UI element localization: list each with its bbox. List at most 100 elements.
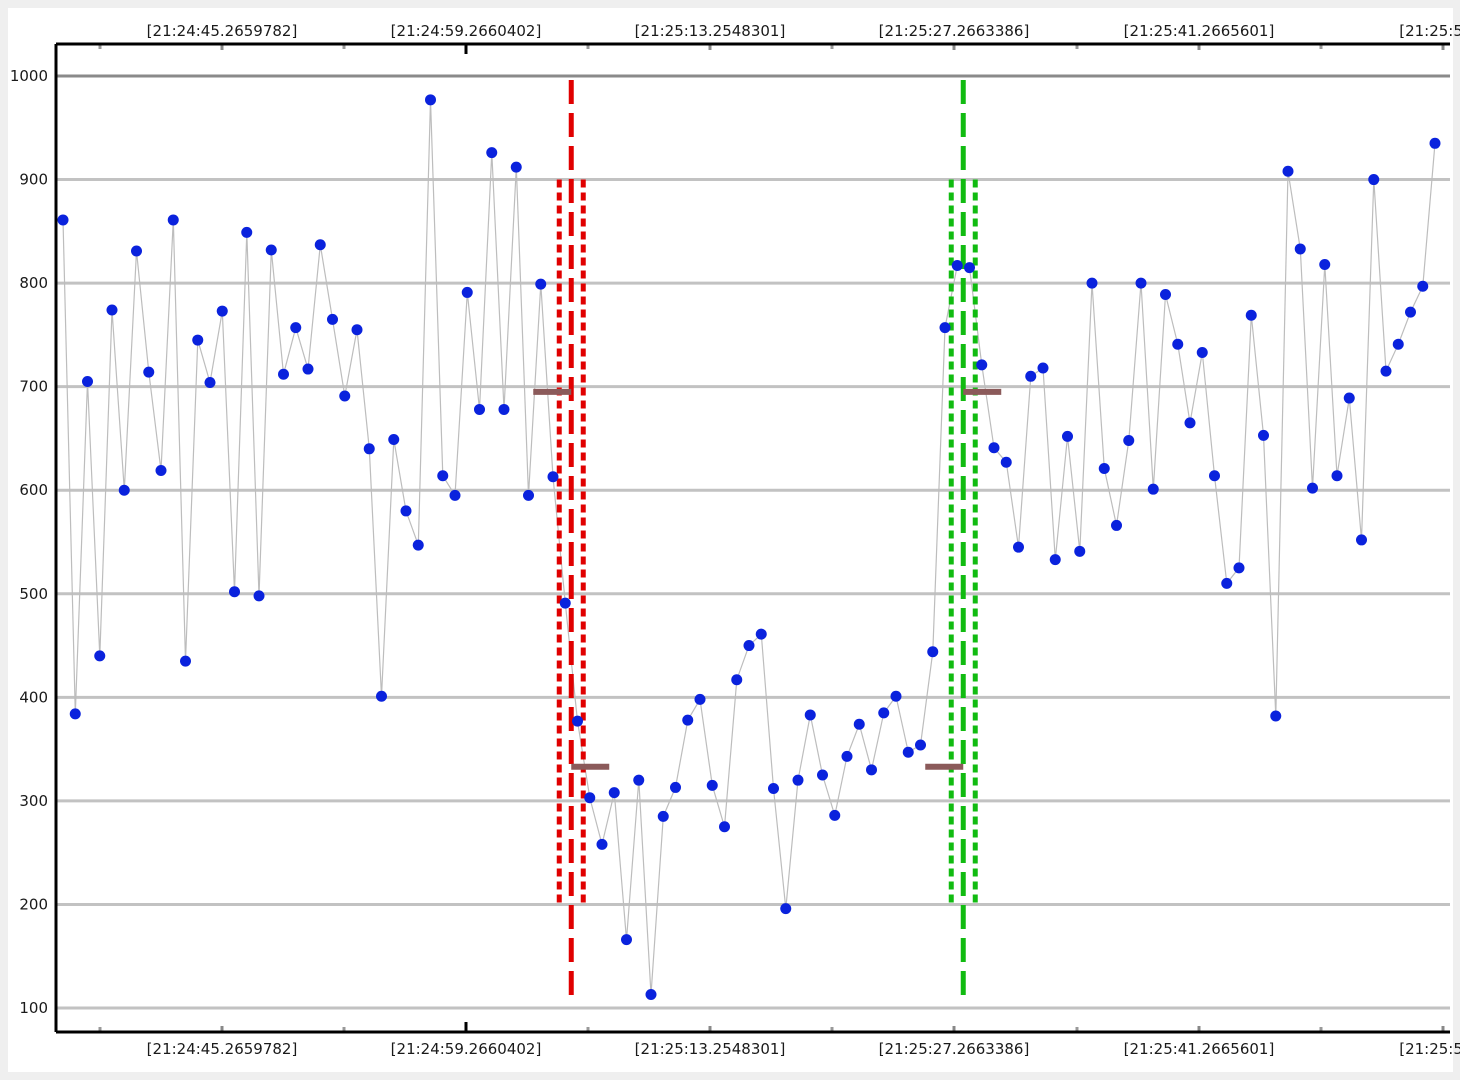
data-point [1209,470,1220,482]
data-point [670,781,681,793]
data-point [1319,258,1331,270]
data-point [253,590,265,602]
x-tick-label-bottom: [21:24:45.2659782] [147,1040,298,1058]
data-point [437,470,449,482]
data-point [167,214,179,226]
data-point [1245,309,1257,321]
data-point [890,690,902,702]
data-point [1392,338,1404,350]
data-point [682,714,694,726]
chart-frame [8,8,1453,1072]
data-point [339,390,351,402]
data-point [596,838,608,850]
data-point [510,161,522,173]
data-point [1184,417,1196,429]
data-point [1147,483,1159,495]
x-axis-ticks: [21:24:45.2659782] [21:24:45.2659782] [21:… [98,22,1460,1058]
data-point [841,750,853,762]
data-point [1196,346,1208,358]
data-point [1429,137,1441,149]
data-point [1013,541,1024,553]
data-point [608,787,620,799]
y-tick-label: 800 [19,274,48,292]
level-bars [533,388,1002,770]
data-point [278,368,289,380]
data-point [290,322,302,334]
data-point [425,94,436,106]
x-tick-label-top: [21:25:13.2548301] [635,22,786,40]
data-point [706,779,718,791]
data-point [902,746,914,758]
data-points [57,94,1441,1001]
data-point [461,286,473,298]
data-point [1074,545,1086,557]
y-tick-label: 1000 [10,67,48,85]
data-point [498,403,510,415]
x-tick-label-top: [21:25:41.2665601] [1124,22,1275,40]
data-point [731,674,743,686]
data-point [82,375,93,387]
data-point [412,539,424,551]
data-point [645,989,657,1001]
data-point [1221,577,1233,589]
data-point [633,774,645,786]
data-point [216,305,228,317]
data-point [388,433,400,445]
data-point [1160,289,1171,301]
y-tick-label: 700 [19,378,48,396]
data-point [1405,306,1416,318]
data-point [817,769,828,781]
event-markers [556,80,978,998]
data-point [1417,280,1429,292]
data-point [829,809,841,821]
data-point [118,484,130,496]
x-tick-label-bottom: [21:24:59.2660402] [391,1040,542,1058]
data-point [719,821,730,833]
data-point [768,782,779,794]
x-tick-label-top: [21:24:45.2659782] [147,22,298,40]
data-point [474,403,485,415]
x-tick-label-bottom: [21:25:27.2663386] [879,1040,1030,1058]
data-point [204,377,216,389]
x-tick-label-top: [21:25:27.2663386] [879,22,1030,40]
data-point [694,693,706,705]
data-point [1037,362,1049,374]
data-point [486,147,498,159]
y-tick-label: 400 [19,688,48,706]
data-point [1233,562,1245,574]
data-point [523,489,534,501]
data-point [621,934,632,946]
data-point [229,586,240,598]
data-point [192,334,204,346]
data-point [1049,554,1061,566]
data-point [866,764,877,776]
y-tick-label: 600 [19,481,48,499]
data-point [792,774,804,786]
data-point [1098,462,1110,474]
data-point [1062,430,1073,442]
data-point [1135,277,1147,289]
data-point [1356,534,1367,546]
data-point [363,443,375,455]
y-tick-label: 200 [19,895,48,913]
data-point [351,324,363,336]
data-point [69,708,81,720]
data-point [1111,519,1122,531]
data-point [584,792,596,804]
data-point [572,715,583,727]
data-point [143,366,155,378]
x-tick-label-bottom: [21:25:13.2548301] [635,1040,786,1058]
data-point [1000,456,1012,468]
data-point [1172,338,1184,350]
data-point [131,245,142,257]
data-point [939,322,951,334]
data-point [1123,435,1135,447]
y-tick-label: 900 [19,171,48,189]
data-point [915,739,926,751]
data-point [1294,243,1306,255]
data-point [94,650,106,662]
y-axis-labels: 100 200 300 400 500 600 700 800 900 1000 [10,67,48,1017]
x-tick-label-top: [21:25:55.2 [1399,22,1460,40]
data-point [951,260,963,272]
